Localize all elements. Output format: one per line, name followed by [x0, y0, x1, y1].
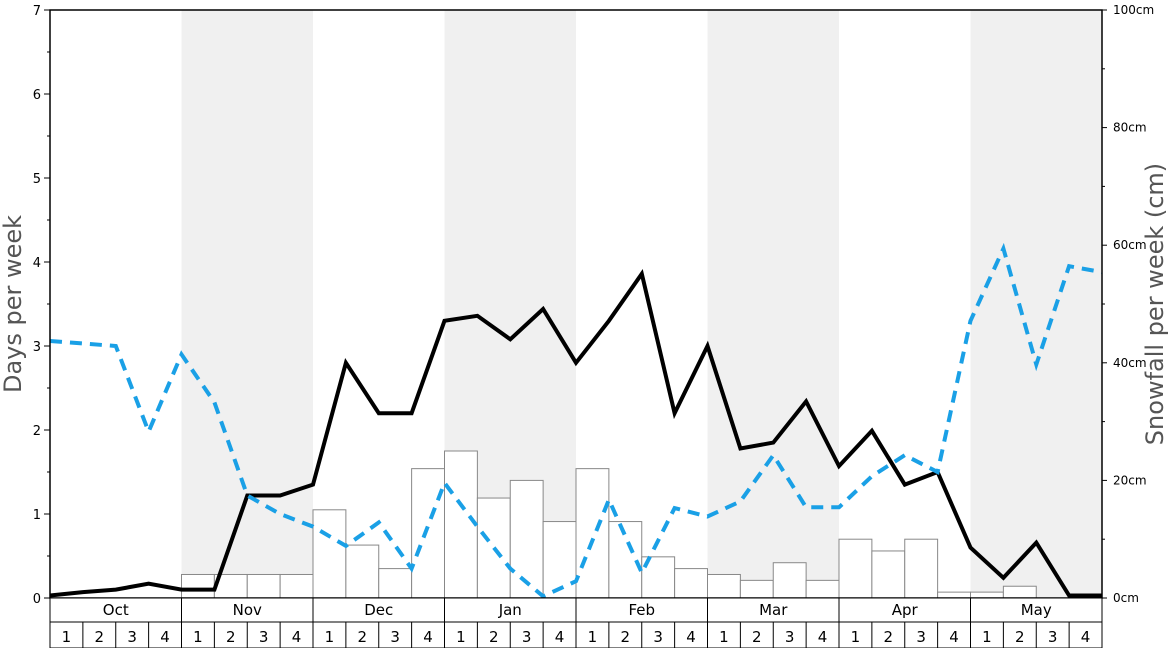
- week-label: 3: [259, 628, 269, 646]
- snowfall-bar: [937, 591, 971, 599]
- snowfall-bar: [444, 450, 478, 599]
- month-label: May: [1021, 601, 1052, 619]
- left-tick-label: 1: [33, 508, 41, 523]
- month-shade-nov: [181, 10, 313, 598]
- week-label: 4: [292, 628, 302, 646]
- right-tick-label: 60cm: [1113, 238, 1147, 252]
- snowfall-bar: [805, 579, 840, 599]
- left-tick-label: 7: [33, 4, 41, 19]
- week-label: 1: [719, 628, 729, 646]
- month-shading: [181, 10, 1102, 598]
- week-row: 1 2 3 4 1 2 3 4 1 2 3 4 1 2 3 4 1 2 3 4 1 2 3 4 1 2 3 4 1 2 3 4: [49, 621, 1103, 648]
- week-label: 4: [1081, 628, 1091, 646]
- week-label: 1: [325, 628, 335, 646]
- snowfall-bar: [674, 568, 708, 599]
- left-axis: 0 1 2 3 4 5 6 7: [33, 4, 50, 607]
- week-label: 3: [916, 628, 926, 646]
- week-label: 2: [884, 628, 894, 646]
- week-label: 2: [621, 628, 631, 646]
- week-label: 2: [95, 628, 105, 646]
- month-label: Dec: [364, 601, 393, 619]
- week-label: 4: [949, 628, 959, 646]
- week-label: 1: [982, 628, 992, 646]
- right-tick-label: 80cm: [1113, 121, 1147, 135]
- right-tick-label: 100cm: [1113, 3, 1154, 17]
- week-label: 4: [160, 628, 170, 646]
- right-axis-title: Snowfall per week (cm): [1141, 163, 1168, 445]
- snowfall-bar: [312, 509, 347, 599]
- week-label: 4: [555, 628, 565, 646]
- snowfall-bar: [838, 538, 873, 599]
- snowfall-bar: [542, 521, 577, 599]
- week-label: 4: [686, 628, 696, 646]
- snowfall-bar: [181, 573, 215, 599]
- snowfall-bar: [739, 579, 774, 599]
- snowfall-bar: [575, 468, 610, 599]
- week-label: 1: [62, 628, 72, 646]
- left-tick-label: 0: [33, 592, 41, 607]
- week-label: 3: [1048, 628, 1058, 646]
- week-label: 3: [522, 628, 532, 646]
- week-label: 3: [127, 628, 137, 646]
- week-label: 2: [358, 628, 368, 646]
- snowfall-bar: [1002, 585, 1037, 599]
- snowfall-bar: [246, 573, 281, 599]
- month-row: Oct Nov Dec Jan Feb Mar Apr May: [49, 597, 1103, 623]
- right-tick-label: 20cm: [1113, 473, 1147, 487]
- week-label: 2: [226, 628, 236, 646]
- snowfall-bar: [641, 556, 676, 599]
- month-shade-may: [970, 10, 1102, 598]
- snowfall-bar: [378, 568, 413, 599]
- dashed-series-line: [49, 242, 1103, 599]
- month-label: Jan: [498, 601, 522, 619]
- snowfall-bar: [707, 573, 741, 599]
- snowfall-bar: [411, 468, 445, 599]
- week-label: 1: [193, 628, 203, 646]
- right-axis: 0cm 20cm 40cm 60cm 80cm 100cm: [1102, 3, 1154, 605]
- week-label: 4: [423, 628, 433, 646]
- week-label: 1: [851, 628, 861, 646]
- month-shade-mar: [707, 10, 839, 598]
- week-label: 1: [456, 628, 466, 646]
- week-label: 2: [752, 628, 762, 646]
- week-label: 1: [588, 628, 598, 646]
- left-tick-label: 4: [33, 256, 41, 271]
- month-label: Mar: [759, 601, 788, 619]
- snowfall-bar: [970, 591, 1004, 599]
- left-tick-label: 3: [33, 340, 41, 355]
- week-label: 3: [390, 628, 400, 646]
- left-tick-label: 5: [33, 172, 41, 187]
- snowfall-bar: [509, 479, 544, 599]
- week-label: 3: [785, 628, 795, 646]
- month-label: Oct: [103, 601, 129, 619]
- snowfall-bar: [345, 544, 380, 599]
- solid-series-line: [49, 268, 1102, 598]
- snowfall-bar: [772, 562, 807, 599]
- snowfall-bar: [904, 538, 939, 599]
- left-tick-label: 2: [33, 424, 41, 439]
- month-label: Feb: [628, 601, 655, 619]
- snowfall-bars: [181, 450, 1037, 599]
- week-label: 3: [653, 628, 663, 646]
- right-tick-label: 0cm: [1113, 591, 1139, 605]
- snowfall-bar: [279, 573, 314, 599]
- week-label: 4: [818, 628, 828, 646]
- right-tick-label: 40cm: [1113, 356, 1147, 370]
- month-label: Nov: [233, 601, 262, 619]
- series-lines: [49, 242, 1103, 599]
- week-label: 2: [489, 628, 499, 646]
- left-tick-label: 6: [33, 88, 41, 103]
- week-label: 2: [1015, 628, 1025, 646]
- month-label: Apr: [892, 601, 919, 619]
- snowfall-bar: [871, 550, 906, 599]
- left-axis-title: Days per week: [0, 215, 27, 393]
